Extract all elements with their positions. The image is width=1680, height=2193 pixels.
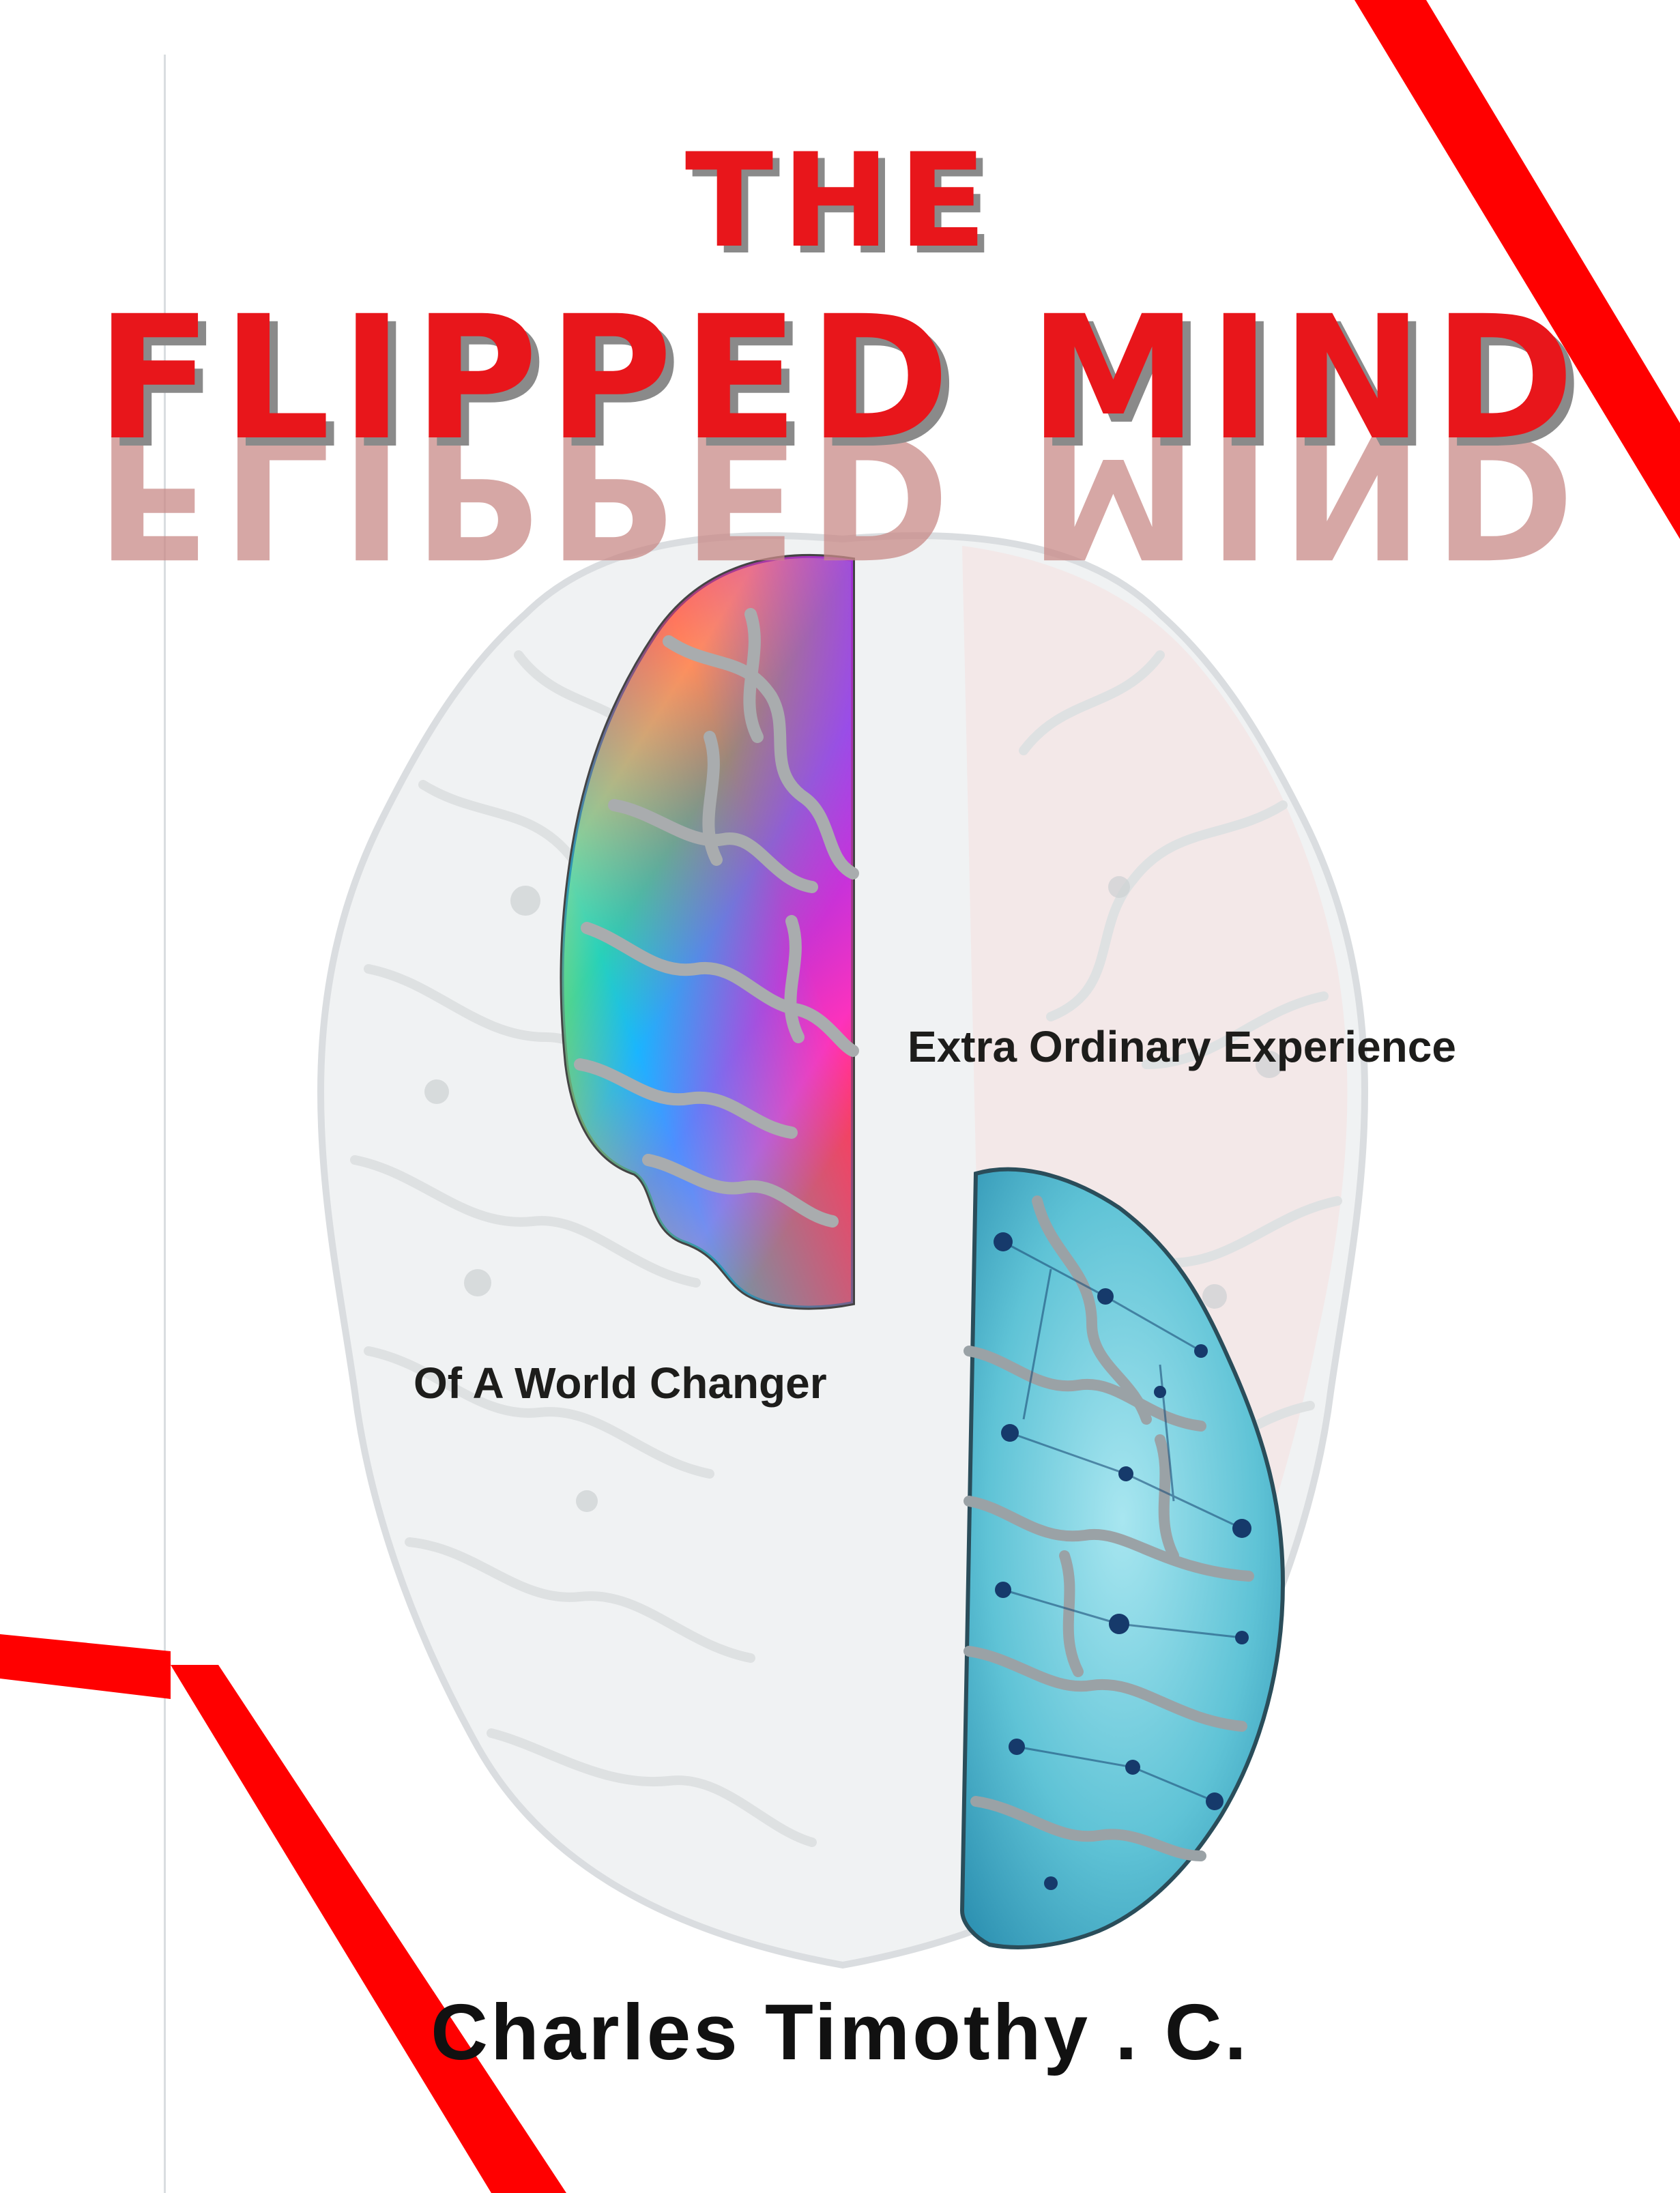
colorful-hemisphere-icon bbox=[560, 553, 859, 1310]
author-name: Charles Timothy . C. bbox=[431, 1988, 1249, 2076]
spine-fold-line bbox=[164, 55, 166, 2193]
title-the: THE bbox=[684, 126, 996, 276]
network-hemisphere-icon bbox=[959, 1167, 1286, 1949]
subtitle-line-1: Extra Ordinary Experience bbox=[908, 1022, 1456, 1071]
stripe-bottom-left-bar bbox=[0, 1634, 171, 1699]
stripe-top-right bbox=[1355, 0, 1680, 539]
subtitle-line-2: Of A World Changer bbox=[414, 1359, 827, 1408]
stripe-bottom-left-diagonal bbox=[171, 1665, 566, 2193]
book-title: FLIPPED MIND bbox=[96, 279, 1584, 478]
